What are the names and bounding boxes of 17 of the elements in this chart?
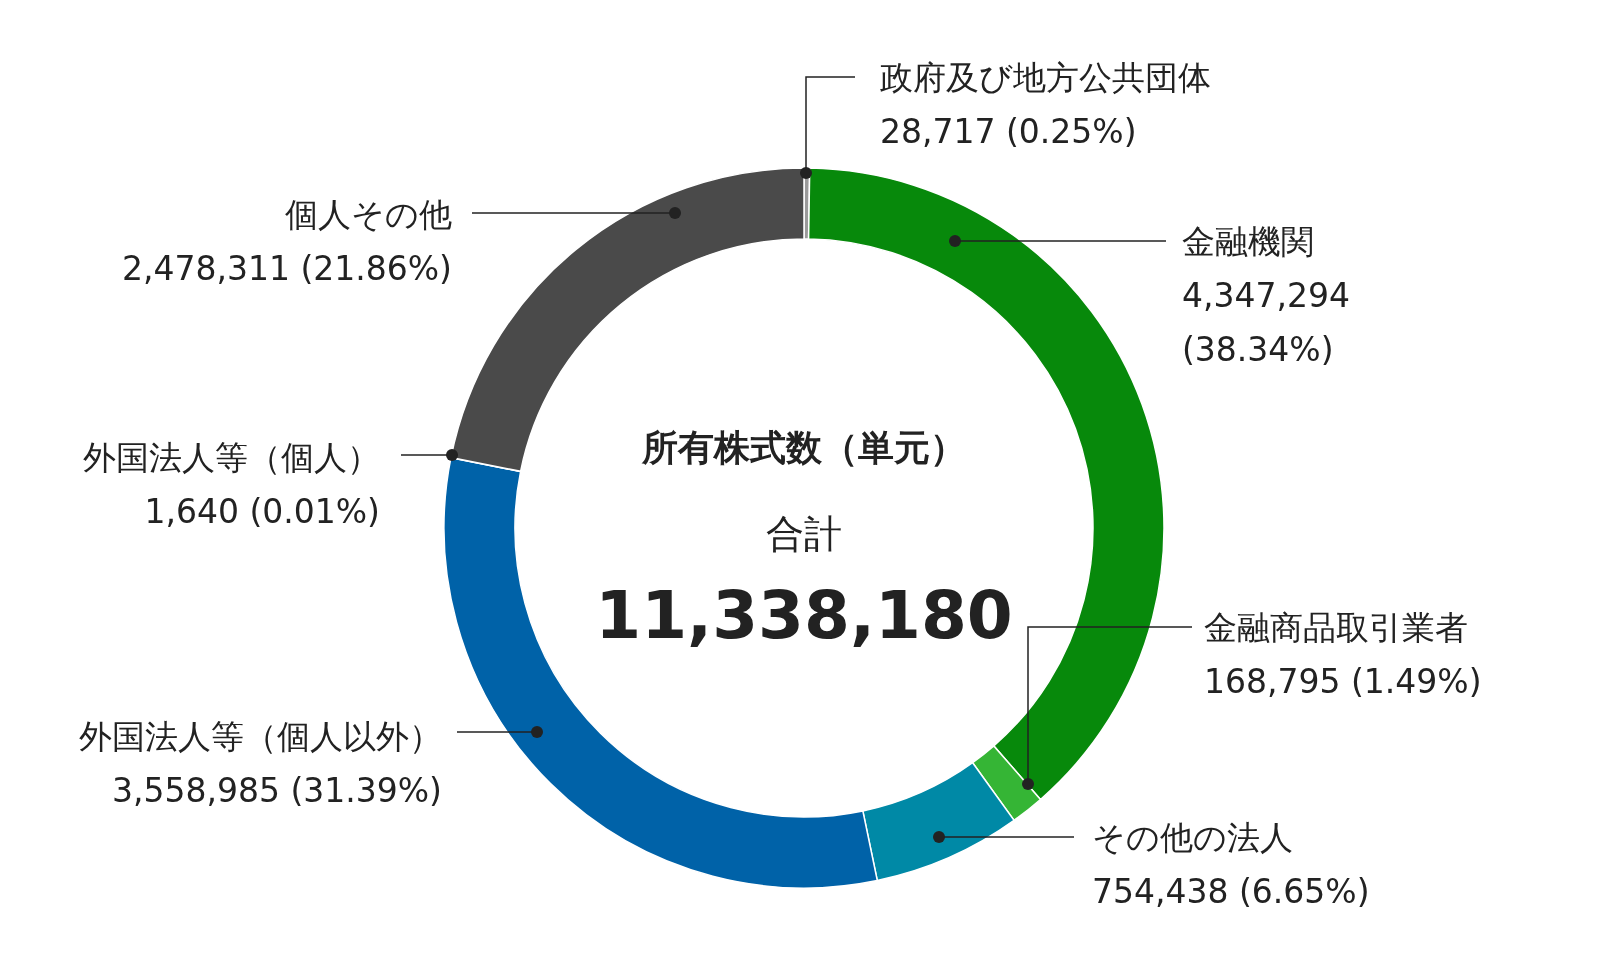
data-label: 3,558,985 (31.39%) — [111, 770, 442, 810]
slice-label: 外国法人等（個人） — [83, 437, 380, 477]
data-label: 4,347,294 (38.34%) — [1182, 275, 1350, 369]
slice-label: その他の法人 — [1092, 817, 1293, 857]
text: 11,338,180 — [595, 576, 1013, 654]
data-label: 2,478,311 (21.86%) — [121, 248, 452, 288]
slice-label: 金融商品取引業者 — [1204, 607, 1468, 647]
data-label: 1,640 (0.01%) — [144, 491, 380, 531]
slice-label: 金融機関 — [1182, 221, 1314, 261]
data-label: 754,438 (6.65%) — [1092, 871, 1370, 911]
text: 所有株式数（単元） — [641, 426, 966, 468]
text: 合計 — [766, 512, 842, 556]
data-label: 28,717 (0.25%) — [880, 111, 1137, 151]
data-label: 168,795 (1.49%) — [1204, 661, 1482, 701]
slice-label: 外国法人等（個人以外） — [79, 716, 442, 756]
slice-label: 個人その他 — [285, 194, 452, 234]
slice-label: 政府及び地方公共団体 — [880, 57, 1211, 97]
